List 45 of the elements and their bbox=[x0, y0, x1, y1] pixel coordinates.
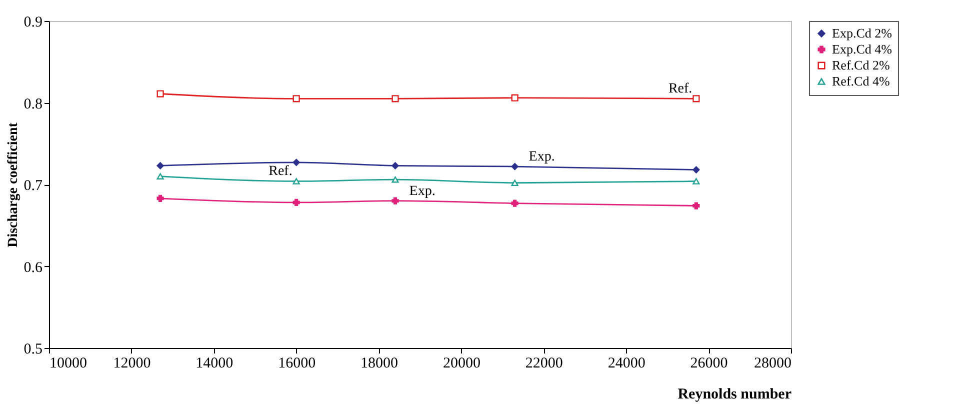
point bbox=[692, 178, 700, 184]
point bbox=[292, 198, 300, 206]
annotation: Exp. bbox=[528, 150, 555, 165]
x-tick-label: 28000 bbox=[754, 356, 792, 372]
point bbox=[692, 95, 700, 102]
point bbox=[692, 166, 700, 174]
y-axis-title: Discharge coefficient bbox=[6, 122, 21, 248]
point bbox=[692, 202, 700, 210]
annotation: Ref. bbox=[268, 164, 292, 180]
point bbox=[511, 94, 518, 102]
point bbox=[392, 95, 399, 102]
point bbox=[156, 162, 164, 170]
x-tick-label: 26000 bbox=[690, 356, 728, 372]
x-axis-title: Reynolds number bbox=[678, 386, 792, 402]
y-tick-label: 0.5 bbox=[24, 342, 42, 358]
x-tick-label: 16000 bbox=[278, 356, 316, 372]
legend-label: Ref.Cd 4% bbox=[832, 74, 890, 88]
y-tick-label: 0.8 bbox=[24, 96, 42, 112]
point bbox=[156, 173, 164, 180]
point bbox=[511, 200, 518, 207]
point bbox=[292, 178, 300, 184]
point bbox=[511, 180, 518, 186]
x-tick-label: 10000 bbox=[50, 356, 87, 372]
legend-label: Exp.Cd 2% bbox=[832, 26, 892, 40]
x-tick-label: 12000 bbox=[113, 356, 151, 372]
point bbox=[392, 176, 399, 183]
point bbox=[392, 197, 399, 204]
x-tick-label: 20000 bbox=[442, 356, 480, 372]
point bbox=[392, 162, 399, 170]
y-tick-label: 0.6 bbox=[24, 260, 43, 276]
x-tick-label: 22000 bbox=[525, 356, 563, 372]
legend-label: Exp.Cd 4% bbox=[832, 42, 892, 56]
point bbox=[292, 158, 300, 166]
x-tick-label: 14000 bbox=[196, 356, 234, 372]
point bbox=[156, 90, 164, 98]
point bbox=[156, 194, 164, 202]
annotation: Ref. bbox=[668, 82, 692, 97]
point bbox=[292, 95, 300, 102]
x-tick-label: 18000 bbox=[360, 356, 398, 372]
legend-label: Ref.Cd 2% bbox=[832, 58, 890, 72]
y-tick-label: 0.7 bbox=[24, 178, 43, 194]
annotation: Exp. bbox=[409, 184, 436, 199]
y-tick-label: 0.9 bbox=[24, 14, 42, 30]
point bbox=[511, 162, 518, 170]
x-tick-label: 24000 bbox=[608, 356, 646, 372]
